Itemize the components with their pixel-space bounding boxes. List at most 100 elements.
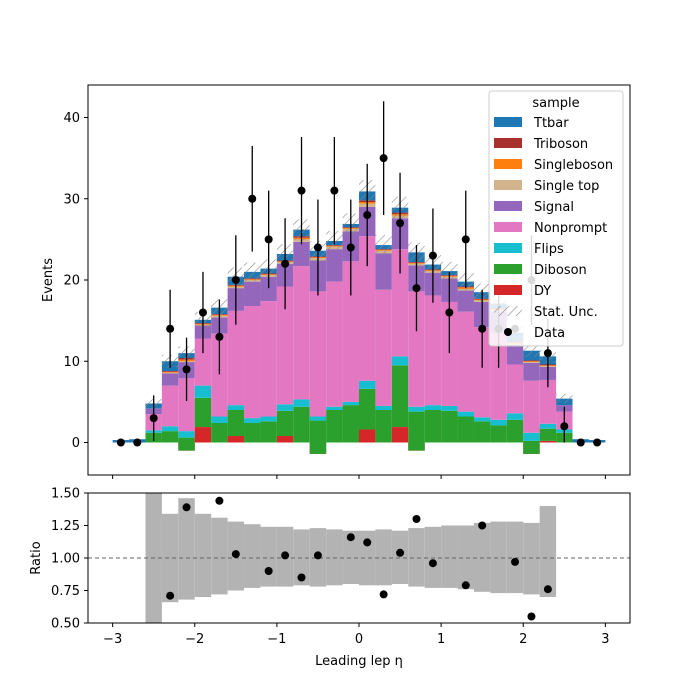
bar-flips-10 (276, 404, 294, 411)
bar-dib-9 (260, 421, 277, 443)
ratio-point-15 (478, 521, 487, 530)
x-axis-label: Leading lep η (315, 654, 403, 669)
ratio-point-5 (281, 551, 290, 560)
x-tick-label-2: −1 (267, 632, 286, 647)
bar-sig-25 (523, 362, 540, 381)
data-point-12 (313, 243, 322, 252)
bar-flips-25 (523, 432, 540, 441)
stacked-histogram (112, 180, 606, 454)
data-point-29 (593, 438, 602, 447)
legend-swatch-7 (494, 264, 522, 274)
data-point-16 (379, 154, 388, 163)
main-y-tick-label-0: 0 (72, 436, 80, 451)
ratio-point-16 (511, 557, 520, 566)
bar-flips-15 (359, 380, 376, 389)
bar-dib-23 (490, 425, 507, 443)
stat-unc-20 (441, 261, 458, 281)
ratio-point-0 (166, 591, 175, 600)
bar-flips-20 (441, 405, 458, 411)
bar-dib-20 (441, 410, 458, 443)
data-point-11 (297, 186, 306, 195)
bar-dy-15 (359, 429, 376, 443)
legend-label-7: Diboson (534, 263, 587, 278)
ratio-y-tick-label-1: 0.75 (51, 584, 80, 599)
data-point-27 (560, 422, 569, 431)
bar-np-15 (359, 236, 376, 381)
bar-dib-12 (309, 420, 327, 454)
ratio-band-20 (473, 522, 491, 592)
ratio-band-22 (506, 521, 524, 594)
bar-np-8 (244, 306, 261, 419)
bar-dib-19 (424, 410, 442, 443)
ratio-band-2 (178, 498, 195, 600)
ratio-point-12 (412, 515, 421, 523)
legend-box (488, 90, 624, 347)
data-point-22 (478, 324, 487, 333)
ratio-y-axis-label: Ratio (29, 541, 44, 574)
ratio-band-12 (342, 530, 359, 584)
legend-label-6: Flips (534, 242, 564, 257)
ratio-point-10 (379, 590, 388, 599)
bar-dib-24 (506, 419, 524, 443)
legend-title: sample (532, 96, 579, 111)
bar-np-23 (490, 333, 507, 420)
legend-label-4: Signal (534, 200, 574, 215)
ratio-point-17 (527, 612, 536, 621)
ratio-band-14 (375, 529, 392, 586)
ratio-band-24 (539, 506, 557, 597)
legend-label-9: Stat. Unc. (534, 305, 598, 320)
main-y-tick-label-1: 10 (63, 355, 80, 370)
ratio-band-19 (457, 525, 474, 590)
bar-flips-5 (194, 385, 212, 398)
bar-dib-14 (342, 405, 359, 443)
bar-sig-8 (244, 281, 261, 306)
bar-np-5 (194, 338, 212, 386)
legend-swatch-9 (494, 306, 522, 316)
x-tick-label-1: −2 (185, 632, 204, 647)
bar-dib-17 (391, 365, 409, 428)
bar-np-3 (161, 385, 179, 427)
bar-np-10 (276, 286, 294, 405)
stat-unc-8 (244, 262, 261, 282)
x-tick-label-0: −3 (103, 632, 122, 647)
main-y-tick-label-4: 40 (63, 111, 80, 126)
ratio-point-18 (543, 585, 552, 594)
bar-np-21 (457, 311, 474, 412)
ratio-y-tick-label-2: 1.00 (51, 552, 80, 567)
ratio-point-8 (346, 533, 355, 542)
data-point-7 (231, 276, 240, 284)
bar-flips-19 (424, 405, 442, 410)
legend-label-5: Nonprompt (534, 221, 607, 236)
legend-swatch-5 (494, 222, 522, 232)
bar-flips-9 (260, 416, 277, 422)
bar-flips-24 (506, 413, 524, 420)
data-point-15 (363, 211, 372, 219)
bar-sig-9 (260, 276, 277, 302)
bar-dib-15 (359, 388, 376, 430)
data-point-4 (182, 365, 191, 374)
ratio-point-11 (396, 548, 405, 557)
data-point-8 (248, 194, 257, 203)
ratio-uncertainty-band (145, 493, 557, 623)
ratio-band-18 (441, 525, 458, 588)
ratio-point-3 (231, 550, 240, 559)
bar-flips-3 (161, 426, 179, 432)
data-point-2 (149, 414, 158, 423)
ratio-band-21 (490, 521, 507, 594)
bar-np-25 (523, 380, 540, 433)
bar-flips-7 (227, 405, 245, 410)
ratio-point-4 (264, 567, 273, 575)
legend-label-10: Data (534, 326, 565, 341)
legend-swatch-2 (494, 159, 522, 169)
bar-flips-16 (375, 405, 392, 410)
x-tick-label-5: 2 (519, 632, 527, 647)
ratio-point-14 (461, 581, 470, 590)
data-point-19 (428, 251, 437, 260)
legend-swatch-4 (494, 201, 522, 211)
bar-np-24 (506, 364, 524, 414)
data-point-20 (445, 308, 454, 317)
main-y-tick-label-3: 30 (63, 192, 80, 207)
x-tick-label-4: 1 (437, 632, 445, 647)
data-point-10 (281, 259, 290, 268)
